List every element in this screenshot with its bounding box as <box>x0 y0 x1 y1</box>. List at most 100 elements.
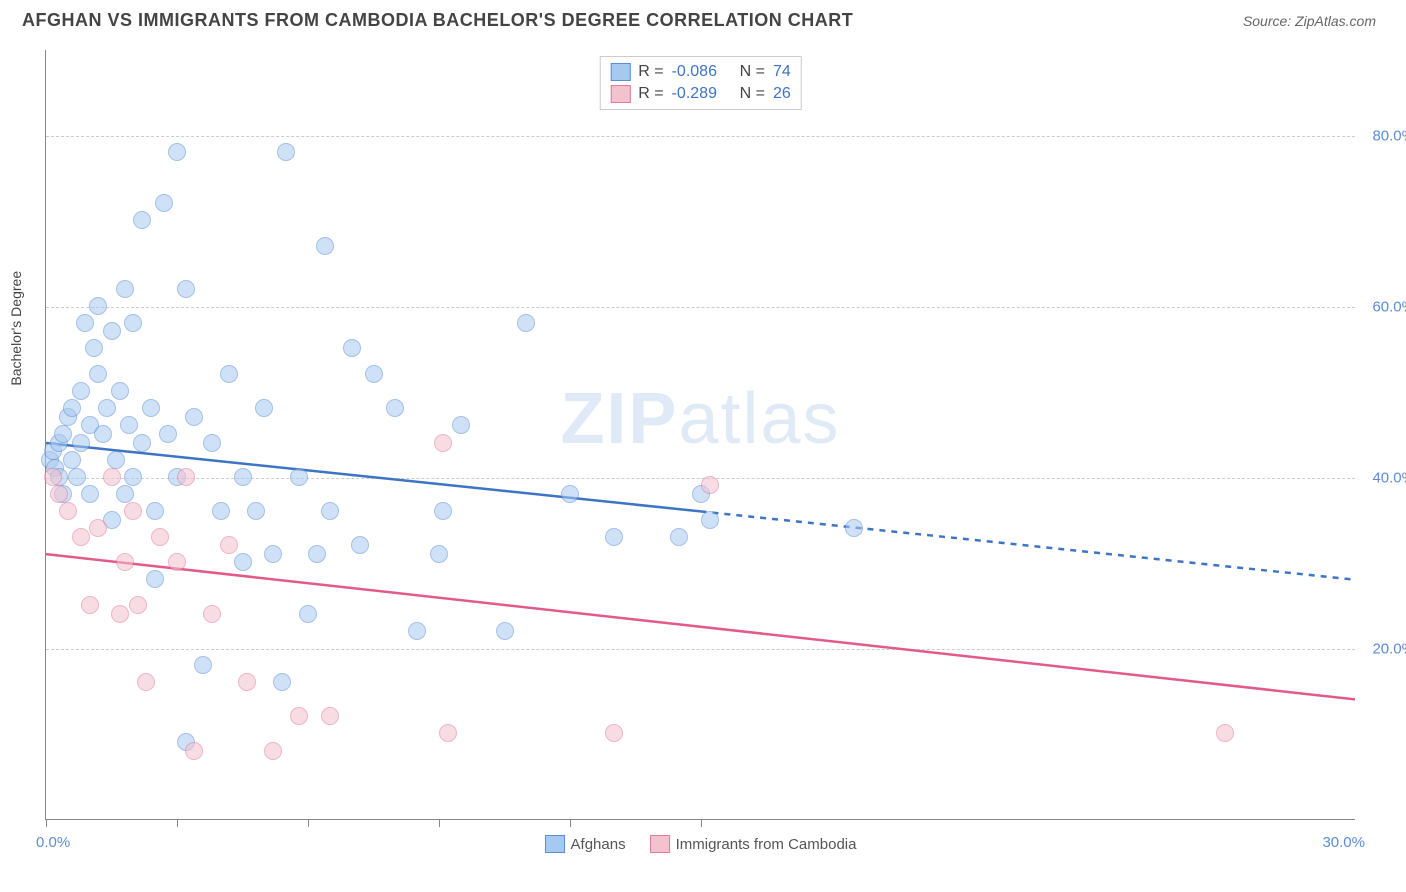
legend-row: R =-0.086N =74 <box>610 61 790 83</box>
data-point <box>234 468 252 486</box>
data-point <box>255 399 273 417</box>
data-point <box>308 545 326 563</box>
data-point <box>299 605 317 623</box>
data-point <box>203 605 221 623</box>
data-point <box>142 399 160 417</box>
x-tick <box>570 819 571 827</box>
data-point <box>365 365 383 383</box>
y-tick-label: 60.0% <box>1372 298 1406 315</box>
data-point <box>701 476 719 494</box>
trend-line <box>701 511 1356 579</box>
data-point <box>290 468 308 486</box>
source-label: Source: ZipAtlas.com <box>1243 13 1376 29</box>
data-point <box>72 528 90 546</box>
data-point <box>452 416 470 434</box>
chart-plot-area: Bachelor's Degree ZIPatlas 20.0%40.0%60.… <box>45 50 1355 820</box>
legend-row: R =-0.289N =26 <box>610 83 790 105</box>
data-point <box>124 468 142 486</box>
data-point <box>81 485 99 503</box>
data-point <box>50 485 68 503</box>
data-point <box>116 553 134 571</box>
x-tick <box>439 819 440 827</box>
data-point <box>111 382 129 400</box>
data-point <box>439 724 457 742</box>
data-point <box>561 485 579 503</box>
legend-item: Afghans <box>545 835 626 853</box>
data-point <box>129 596 147 614</box>
gridline <box>46 649 1355 650</box>
data-point <box>496 622 514 640</box>
data-point <box>220 536 238 554</box>
x-axis-min-label: 0.0% <box>36 834 70 851</box>
data-point <box>68 468 86 486</box>
data-point <box>146 570 164 588</box>
data-point <box>89 365 107 383</box>
data-point <box>430 545 448 563</box>
x-tick <box>308 819 309 827</box>
data-point <box>203 434 221 452</box>
data-point <box>605 724 623 742</box>
chart-title: AFGHAN VS IMMIGRANTS FROM CAMBODIA BACHE… <box>22 10 853 31</box>
legend-swatch <box>610 85 630 103</box>
x-tick <box>177 819 178 827</box>
legend-swatch <box>650 835 670 853</box>
data-point <box>94 425 112 443</box>
data-point <box>133 211 151 229</box>
data-point <box>670 528 688 546</box>
data-point <box>103 322 121 340</box>
data-point <box>277 143 295 161</box>
data-point <box>98 399 116 417</box>
data-point <box>264 742 282 760</box>
data-point <box>185 742 203 760</box>
data-point <box>194 656 212 674</box>
data-point <box>290 707 308 725</box>
data-point <box>220 365 238 383</box>
data-point <box>133 434 151 452</box>
data-point <box>321 707 339 725</box>
data-point <box>168 143 186 161</box>
data-point <box>177 280 195 298</box>
data-point <box>116 485 134 503</box>
data-point <box>111 605 129 623</box>
y-tick-label: 40.0% <box>1372 469 1406 486</box>
data-point <box>351 536 369 554</box>
data-point <box>845 519 863 537</box>
data-point <box>155 194 173 212</box>
data-point <box>434 502 452 520</box>
data-point <box>212 502 230 520</box>
data-point <box>120 416 138 434</box>
y-axis-title: Bachelor's Degree <box>8 270 24 385</box>
data-point <box>89 297 107 315</box>
data-point <box>386 399 404 417</box>
legend-swatch <box>610 63 630 81</box>
series-legend: Afghans Immigrants from Cambodia <box>545 835 857 853</box>
data-point <box>1216 724 1234 742</box>
x-tick <box>701 819 702 827</box>
data-point <box>159 425 177 443</box>
data-point <box>124 314 142 332</box>
data-point <box>408 622 426 640</box>
data-point <box>321 502 339 520</box>
data-point <box>54 425 72 443</box>
data-point <box>72 382 90 400</box>
legend-label: Afghans <box>571 836 626 853</box>
y-tick-label: 20.0% <box>1372 640 1406 657</box>
gridline <box>46 136 1355 137</box>
y-tick-label: 80.0% <box>1372 127 1406 144</box>
data-point <box>701 511 719 529</box>
data-point <box>81 596 99 614</box>
data-point <box>107 451 125 469</box>
data-point <box>247 502 265 520</box>
data-point <box>343 339 361 357</box>
data-point <box>76 314 94 332</box>
gridline <box>46 307 1355 308</box>
data-point <box>316 237 334 255</box>
watermark: ZIPatlas <box>560 378 840 460</box>
data-point <box>72 434 90 452</box>
data-point <box>59 502 77 520</box>
x-axis-max-label: 30.0% <box>1322 834 1365 851</box>
data-point <box>238 673 256 691</box>
data-point <box>116 280 134 298</box>
legend-item: Immigrants from Cambodia <box>650 835 857 853</box>
data-point <box>168 553 186 571</box>
